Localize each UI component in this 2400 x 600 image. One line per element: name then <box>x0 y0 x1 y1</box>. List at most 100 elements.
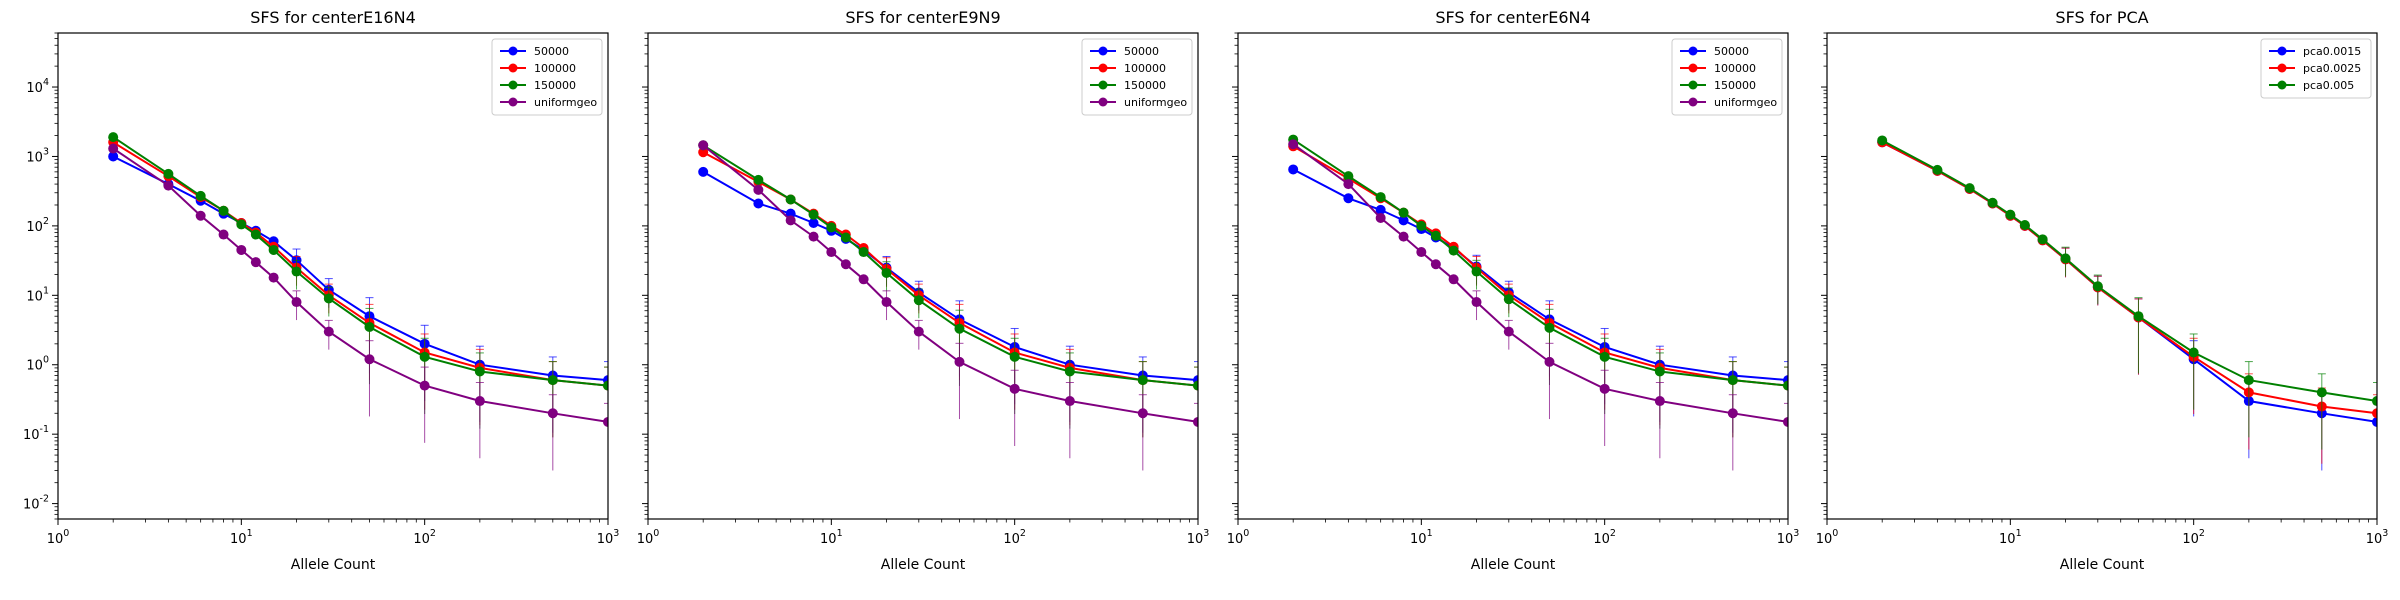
legend-marker <box>1688 46 1698 56</box>
chart-panel-1: SFS for centerE16N4 Allele Count 100 101 102… <box>23 8 619 573</box>
series-line <box>1881 141 2377 423</box>
data-point <box>268 272 279 283</box>
series-line <box>112 136 608 387</box>
x-tick-label: 103 <box>597 528 620 547</box>
series-line <box>702 144 1198 423</box>
legend-marker <box>1098 80 1108 90</box>
data-point <box>826 222 837 233</box>
series-line <box>702 144 1198 387</box>
legend-box <box>2260 38 2372 99</box>
data-point <box>603 380 608 391</box>
series-150000 <box>1288 134 1788 443</box>
data-point <box>2092 281 2103 292</box>
legend-label: uniformgeo <box>1124 96 1187 109</box>
legend-marker <box>508 97 518 107</box>
chart-title: SFS for centerE16N4 <box>250 8 416 27</box>
chart-title: SFS for centerE6N4 <box>1435 8 1590 27</box>
data-point <box>1398 231 1409 242</box>
series-pca0.005 <box>1877 135 2377 459</box>
data-point <box>2019 219 2030 230</box>
data-point <box>1654 396 1665 407</box>
legend: 50000 100000 150000 uniformgeo <box>491 38 603 116</box>
x-axis-label: Allele Count <box>881 557 966 573</box>
data-point <box>2243 375 2254 386</box>
legend: pca0.0015 pca0.0025 pca0.005 <box>2260 38 2372 99</box>
x-tick-label: 102 <box>1003 528 1026 547</box>
data-point <box>236 219 247 230</box>
y-tick-label: 100 <box>26 355 49 374</box>
series-100000 <box>698 147 1198 443</box>
data-point <box>1288 139 1299 150</box>
series-line <box>702 171 1198 382</box>
legend-marker <box>1688 63 1698 73</box>
data-point <box>218 229 229 240</box>
data-point <box>1783 416 1788 427</box>
data-point <box>1987 197 1998 208</box>
legend-marker <box>2277 63 2287 73</box>
data-point <box>1430 259 1441 270</box>
axes-frame <box>1826 32 2378 520</box>
data-point <box>195 210 206 221</box>
series-line <box>1881 141 2377 415</box>
x-tick-label: 102 <box>1593 528 1616 547</box>
data-point <box>218 205 229 216</box>
legend: 50000 100000 150000 uniformgeo <box>1671 38 1783 116</box>
data-point <box>163 168 174 179</box>
data-point <box>954 356 965 367</box>
legend-label: pca0.005 <box>2303 79 2354 92</box>
chart-title: SFS for PCA <box>2055 8 2148 27</box>
data-point <box>1727 408 1738 419</box>
data-point <box>753 184 764 195</box>
data-point <box>913 326 924 337</box>
x-axis-label: Allele Count <box>2060 557 2145 573</box>
data-point <box>2316 387 2327 398</box>
legend-marker <box>508 63 518 73</box>
data-point <box>840 232 851 243</box>
series-uniformgeo <box>108 143 608 480</box>
data-point <box>236 244 247 255</box>
data-point <box>2005 209 2016 220</box>
data-point <box>323 326 334 337</box>
x-tick-label: 103 <box>1187 528 1210 547</box>
series-50000 <box>108 151 608 438</box>
data-point <box>195 190 206 201</box>
series-line <box>702 151 1198 387</box>
series-50000 <box>698 166 1198 438</box>
y-tick-label: 103 <box>26 146 49 165</box>
data-point <box>108 132 119 143</box>
x-tick-label: 102 <box>2182 528 2205 547</box>
legend-label: uniformgeo <box>534 96 597 109</box>
data-point <box>268 244 279 255</box>
data-point <box>547 408 558 419</box>
data-point <box>698 166 709 177</box>
y-tick-label: 10-2 <box>23 494 49 513</box>
series-uniformgeo <box>1288 139 1788 480</box>
chart-panel-3: SFS for centerE6N4 Allele Count 100 101 102 1… <box>1227 8 1800 573</box>
legend-box <box>1081 38 1193 116</box>
data-point <box>1727 375 1738 386</box>
data-point <box>1009 383 1020 394</box>
data-point <box>826 247 837 258</box>
legend-marker <box>2277 46 2287 56</box>
data-point <box>474 366 485 377</box>
legend-label: 50000 <box>1714 45 1749 58</box>
data-point <box>603 416 608 427</box>
chart-panel-4: SFS for PCA Allele Count 100 101 102 103 pca0.… <box>1816 8 2389 573</box>
data-point <box>2188 347 2199 358</box>
legend-label: pca0.0015 <box>2303 45 2361 58</box>
data-point <box>1416 247 1427 258</box>
legend-label: 150000 <box>1124 79 1166 92</box>
y-tick-label: 102 <box>26 216 49 235</box>
y-tick-label: 10-1 <box>23 424 49 443</box>
legend-label: 50000 <box>534 45 569 58</box>
legend-marker <box>1688 80 1698 90</box>
x-tick-label: 100 <box>1227 528 1250 547</box>
data-point <box>419 351 430 362</box>
data-point <box>1448 245 1459 256</box>
data-point <box>474 396 485 407</box>
data-point <box>698 147 709 158</box>
series-line <box>112 141 608 387</box>
data-point <box>1783 380 1788 391</box>
data-point <box>1448 274 1459 285</box>
